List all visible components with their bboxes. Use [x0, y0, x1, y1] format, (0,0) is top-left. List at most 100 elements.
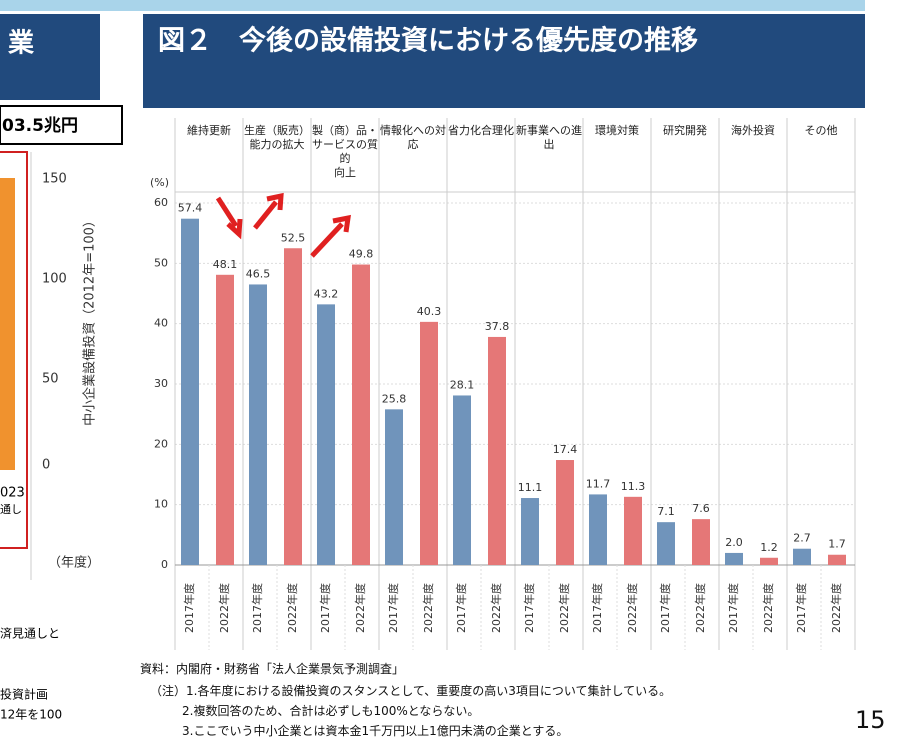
x-tick-label: 2022年度 [761, 583, 775, 633]
bar [453, 395, 471, 565]
callout-box [0, 105, 123, 145]
bar [420, 321, 438, 565]
bar [793, 548, 811, 565]
top-band [0, 0, 865, 11]
category-label: 研究開発 [663, 124, 707, 137]
x-tick-label: 2017年度 [250, 583, 264, 633]
x-tick-label: 2017年度 [454, 583, 468, 633]
value-label: 2.0 [725, 536, 743, 549]
x-tick-label: 2017年度 [590, 583, 604, 633]
value-label: 46.5 [246, 267, 271, 280]
bar [216, 274, 234, 565]
category-label: その他 [804, 124, 838, 137]
value-label: 1.7 [828, 538, 846, 551]
value-label: 48.1 [213, 258, 238, 271]
x-tick-label: 2022年度 [693, 583, 707, 633]
highlight-box [0, 151, 28, 549]
left-y-label: 中小企業設備投資（2012年=100） [82, 214, 98, 426]
plot: 0 10 20 30 40 50 60 57.4 2017年度 48.1 2022年度 46.5 201… [154, 118, 856, 650]
x-tick-label: 2022年度 [421, 583, 435, 633]
y-tick-label: 50 [154, 256, 168, 269]
bar [556, 460, 574, 565]
category-label: 新事業への進 出 [516, 124, 582, 151]
orange-bar [0, 178, 15, 470]
x-tick-label: 2017年度 [386, 583, 400, 633]
bar [725, 552, 743, 565]
category-label: 製（商）品・ サービスの質的 向上 [312, 124, 378, 179]
bar [657, 522, 675, 565]
category-label: 省力化合理化 [448, 124, 514, 137]
arrow-head [226, 218, 243, 240]
bar [488, 336, 506, 565]
x-tick-label: 2017年度 [794, 583, 808, 633]
left-tick: 100 [42, 272, 67, 287]
left-tick: 0 [42, 458, 50, 473]
category-label: 環境対策 [595, 124, 639, 137]
bar [249, 284, 267, 565]
value-label: 1.2 [760, 541, 778, 554]
arrow-head [332, 214, 351, 233]
x-tick-label: 2017年度 [726, 583, 740, 633]
title-box [143, 14, 865, 108]
value-label: 43.2 [314, 287, 339, 300]
y-tick-label: 60 [154, 196, 168, 209]
x-tick-label: 2017年度 [658, 583, 672, 633]
bar [624, 496, 642, 565]
x-tick-label: 2022年度 [829, 583, 843, 633]
x-tick-label: 2022年度 [625, 583, 639, 633]
y-tick-label: 40 [154, 317, 168, 330]
value-label: 49.8 [349, 248, 374, 261]
note: （注）1.各年度における設備投資のスタンスとして、重要度の高い3項目について集計… [150, 684, 672, 698]
value-label: 25.8 [382, 392, 407, 405]
value-label: 28.1 [450, 378, 475, 391]
value-label: 57.4 [178, 202, 203, 215]
x-tick-label: 2017年度 [182, 583, 196, 633]
value-label: 7.6 [692, 502, 710, 515]
x-tick-label: 2022年度 [285, 583, 299, 633]
bar [589, 494, 607, 565]
value-label: 40.3 [417, 305, 442, 318]
category-label: 生産（販売） 能力の拡大 [244, 124, 310, 151]
bar [284, 248, 302, 565]
bar [692, 519, 710, 565]
bar [352, 264, 370, 565]
y-tick-label: 0 [161, 558, 168, 571]
bar [181, 218, 199, 566]
bar [521, 498, 539, 565]
x-tick-label: 2017年度 [522, 583, 536, 633]
category-label: 海外投資 [731, 124, 775, 137]
value-label: 52.5 [281, 231, 306, 244]
arrow [215, 196, 239, 228]
arrows [215, 192, 351, 258]
value-label: 11.7 [586, 477, 611, 490]
value-label: 37.8 [485, 320, 510, 333]
source: 資料：内閣府・財務省「法人企業景気予測調査」 [140, 662, 405, 676]
bar [828, 554, 846, 565]
note: 2.複数回答のため、合計は必ずしも100%とならない。 [182, 704, 480, 718]
x-tick-label: 2022年度 [217, 583, 231, 633]
left-title-box [0, 14, 100, 100]
x-tick-label: 2022年度 [353, 583, 367, 633]
value-label: 17.4 [553, 443, 578, 456]
left-x-unit: （年度） [48, 555, 100, 571]
chart-title: 図２ 今後の設備投資における優先度の推移 [158, 25, 698, 57]
arrow [253, 200, 278, 230]
x-tick-label: 2022年度 [489, 583, 503, 633]
bar [317, 304, 335, 565]
bar [385, 409, 403, 565]
y-tick-label: 10 [154, 498, 168, 511]
left-note: 投資計画 [0, 687, 48, 702]
arrow-head [266, 192, 284, 211]
category-label: 情報化への対 応 [380, 124, 446, 151]
value-label: 11.1 [518, 481, 543, 494]
category-label: 維持更新 [187, 124, 231, 137]
bar [760, 557, 778, 565]
x-tick-label: 2017年度 [318, 583, 332, 633]
left-note: 済見通しと [0, 626, 60, 641]
y-unit: (%) [150, 176, 169, 189]
value-label: 7.1 [657, 505, 675, 518]
left-tick: 50 [42, 372, 59, 387]
callout: 03.5兆円 [2, 116, 78, 136]
